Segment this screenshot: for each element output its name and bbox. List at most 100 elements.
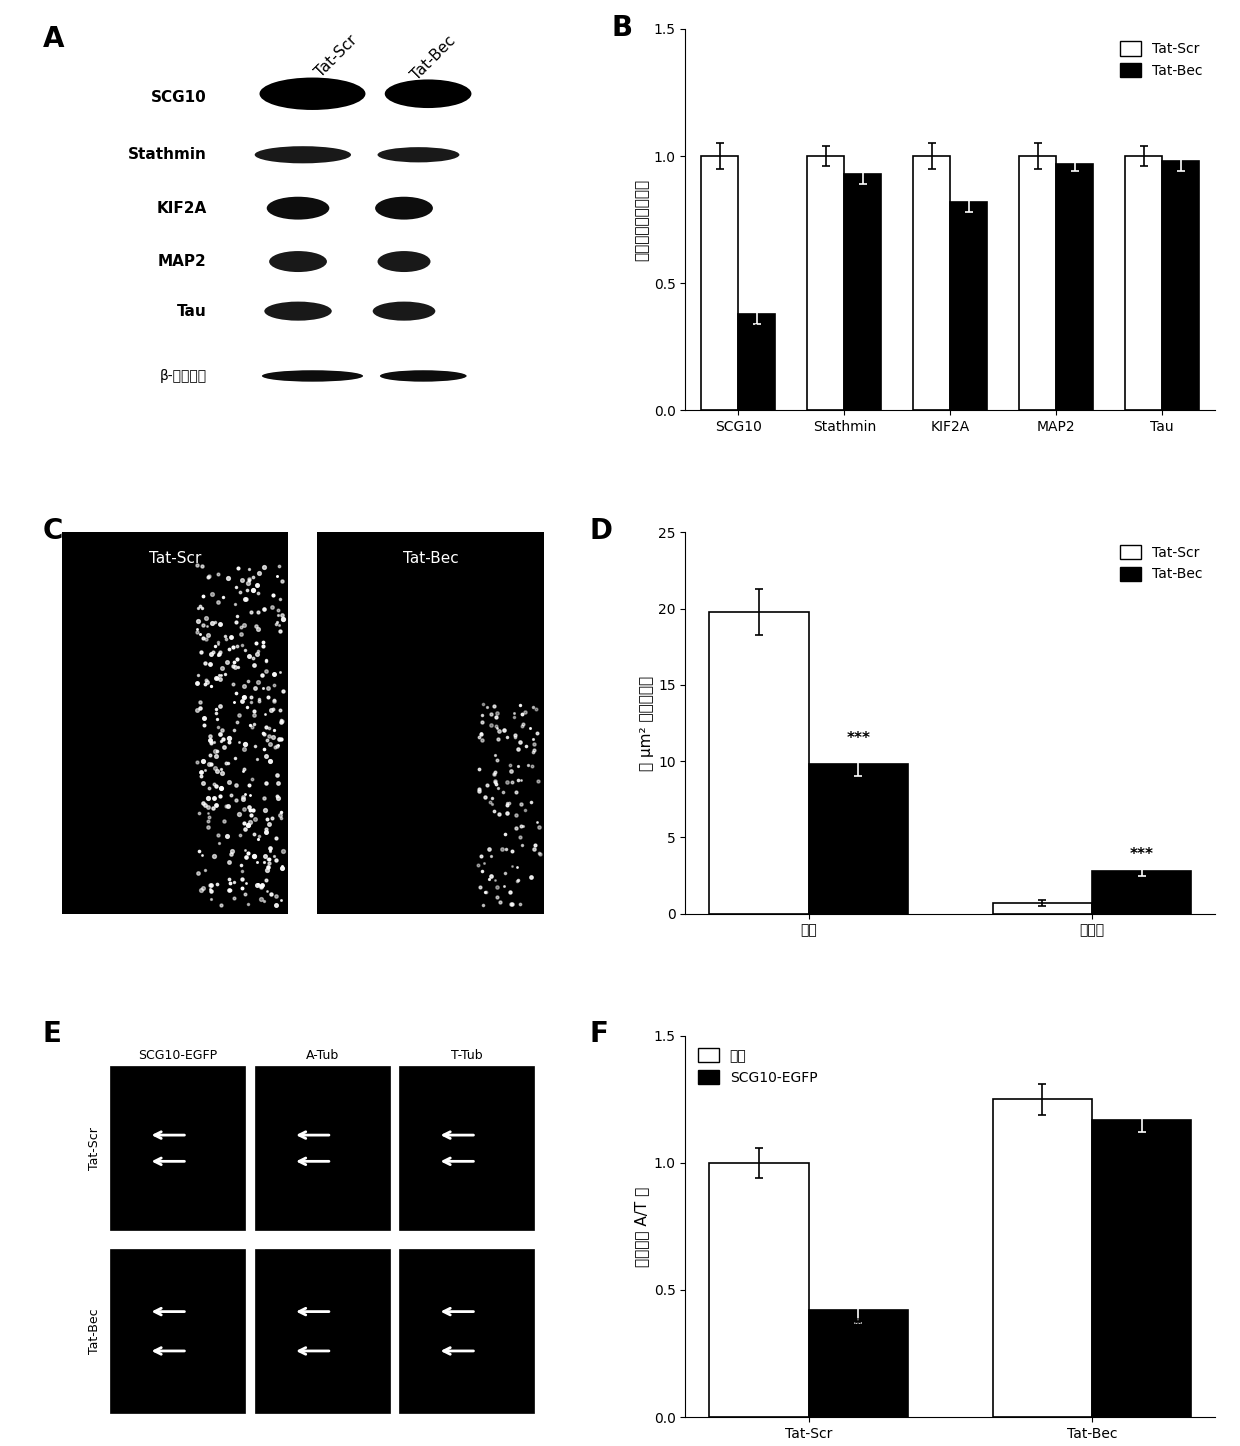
Bar	[807, 156, 844, 411]
Point	[228, 655, 248, 678]
Point	[198, 777, 218, 800]
Point	[505, 723, 525, 746]
Point	[273, 839, 293, 862]
Bar	[1092, 870, 1192, 914]
Point	[192, 843, 212, 866]
Bar	[709, 1163, 808, 1417]
Text: D: D	[590, 518, 613, 545]
Point	[502, 839, 522, 862]
Point	[260, 750, 280, 774]
Point	[248, 639, 268, 662]
Bar	[317, 532, 543, 914]
Point	[215, 625, 234, 648]
Point	[267, 610, 286, 633]
Point	[212, 777, 232, 800]
Point	[198, 787, 218, 810]
Point	[191, 641, 211, 664]
Point	[221, 625, 241, 648]
Point	[231, 580, 250, 603]
Point	[254, 737, 274, 761]
Point	[502, 892, 522, 915]
Point	[487, 701, 507, 724]
Point	[234, 737, 254, 761]
Point	[218, 750, 238, 774]
Point	[201, 752, 221, 775]
Point	[525, 837, 544, 860]
Point	[477, 774, 497, 797]
Point	[219, 771, 239, 794]
Point	[510, 694, 529, 717]
Point	[193, 876, 213, 899]
Point	[272, 709, 291, 732]
Point	[260, 732, 280, 755]
Text: B: B	[611, 13, 632, 42]
Point	[244, 700, 264, 723]
Point	[195, 794, 215, 817]
Point	[489, 803, 508, 826]
Point	[255, 771, 275, 794]
Point	[201, 730, 221, 753]
Point	[485, 743, 505, 766]
Point	[242, 714, 262, 737]
Point	[257, 879, 277, 902]
Point	[223, 691, 243, 714]
Point	[492, 837, 512, 860]
Point	[257, 820, 277, 843]
Point	[234, 818, 254, 842]
Point	[489, 719, 508, 742]
Point	[208, 716, 228, 739]
Point	[264, 688, 284, 711]
Point	[206, 775, 226, 798]
Point	[268, 603, 288, 626]
Point	[227, 710, 247, 733]
Point	[252, 876, 272, 899]
Point	[231, 823, 250, 846]
Bar	[110, 1249, 246, 1413]
Point	[210, 643, 229, 667]
Point	[192, 586, 212, 609]
Point	[232, 633, 252, 656]
Point	[213, 586, 233, 609]
Point	[239, 784, 259, 807]
Point	[219, 730, 239, 753]
Point	[525, 737, 544, 761]
Point	[219, 638, 239, 661]
Point	[268, 599, 288, 622]
Point	[485, 771, 505, 794]
Point	[267, 613, 286, 636]
Ellipse shape	[254, 146, 351, 163]
Point	[252, 873, 272, 897]
Point	[264, 690, 284, 713]
Point	[489, 777, 508, 800]
Point	[264, 719, 284, 742]
Point	[253, 630, 273, 654]
Point	[187, 750, 207, 774]
Bar	[1056, 163, 1094, 411]
Point	[187, 860, 207, 884]
Point	[260, 698, 280, 722]
Point	[187, 664, 207, 687]
Point	[263, 584, 283, 607]
Point	[263, 596, 283, 619]
Point	[241, 685, 260, 709]
Text: SCG10: SCG10	[151, 90, 207, 106]
Point	[187, 617, 207, 641]
Point	[485, 762, 505, 785]
Point	[497, 801, 517, 824]
Point	[268, 787, 288, 810]
Point	[237, 578, 257, 602]
Bar	[738, 314, 775, 411]
Point	[250, 886, 270, 910]
Point	[236, 587, 255, 610]
Point	[485, 762, 505, 785]
Point	[201, 879, 221, 902]
Point	[212, 761, 232, 784]
Point	[515, 700, 534, 723]
Bar	[808, 763, 908, 914]
Point	[523, 696, 543, 719]
Point	[263, 697, 283, 720]
Point	[224, 886, 244, 910]
Point	[210, 664, 229, 687]
Point	[253, 675, 273, 698]
Point	[479, 868, 498, 891]
